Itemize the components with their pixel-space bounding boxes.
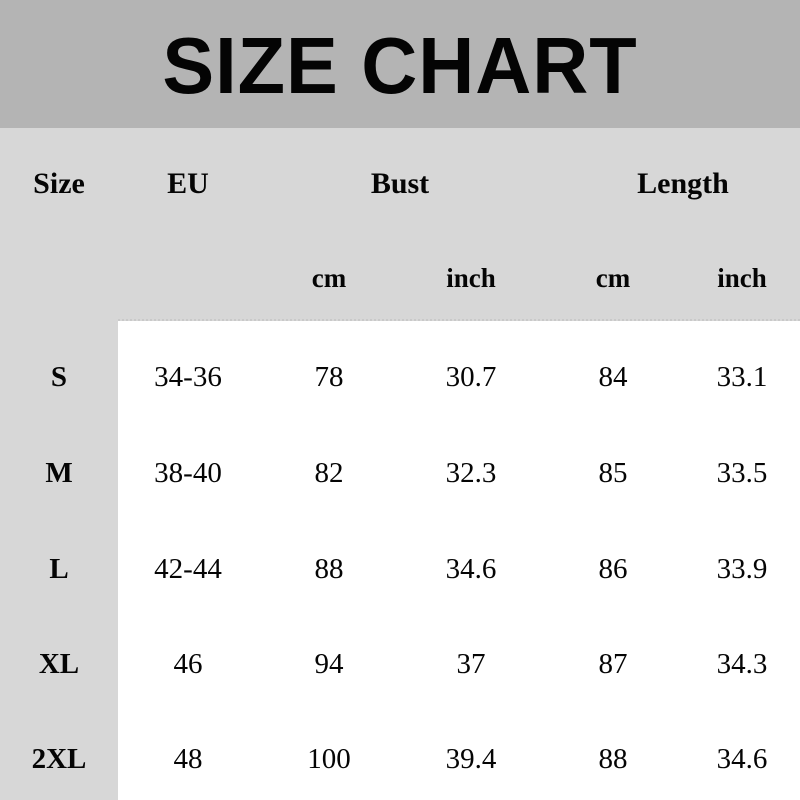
table-row: 85 xyxy=(598,457,628,489)
title-banner: SIZE CHART xyxy=(0,0,800,128)
table-row: 100 xyxy=(307,743,351,775)
size-column-background xyxy=(0,321,118,800)
table-row: 94 xyxy=(314,648,344,680)
table-row: M xyxy=(45,457,73,489)
table-row: S xyxy=(50,361,68,393)
table-row: 34.6 xyxy=(716,743,768,775)
table-row: 82 xyxy=(314,457,344,489)
table-row: 34.3 xyxy=(716,648,768,680)
table-row: 32.3 xyxy=(445,457,497,489)
table-row: 34-36 xyxy=(154,361,222,393)
table-row: 87 xyxy=(598,648,628,680)
table-row: 38-40 xyxy=(154,457,222,489)
table-row: XL xyxy=(38,648,80,680)
table-row: 78 xyxy=(314,361,344,393)
table-row: 34.6 xyxy=(445,553,497,585)
table-row: 88 xyxy=(598,743,628,775)
data-area-background xyxy=(118,321,800,800)
table-row: 42-44 xyxy=(154,553,222,585)
column-header-bust: Bust xyxy=(370,167,430,200)
table-row: 39.4 xyxy=(445,743,497,775)
table-row: L xyxy=(49,553,69,585)
subheader-length-cm: cm xyxy=(595,263,631,293)
data-area-top-divider xyxy=(118,319,800,321)
table-row: 46 xyxy=(173,648,203,680)
column-header-length: Length xyxy=(637,167,729,200)
subheader-length-inch: inch xyxy=(717,263,767,293)
page-title: SIZE CHART xyxy=(162,21,638,110)
subheader-bust-inch: inch xyxy=(446,263,496,293)
subheader-bust-cm: cm xyxy=(311,263,347,293)
table-row: 33.5 xyxy=(716,457,768,489)
column-header-size: Size xyxy=(33,167,85,200)
table-row: 33.1 xyxy=(716,361,768,393)
table-row: 2XL xyxy=(31,743,87,775)
table-row: 48 xyxy=(173,743,203,775)
table-row: 33.9 xyxy=(716,553,768,585)
table-row: 37 xyxy=(456,648,486,680)
table-row: 84 xyxy=(598,361,628,393)
table-row: 88 xyxy=(314,553,344,585)
table-row: 30.7 xyxy=(445,361,497,393)
column-header-eu: EU xyxy=(167,167,209,200)
table-row: 86 xyxy=(598,553,628,585)
